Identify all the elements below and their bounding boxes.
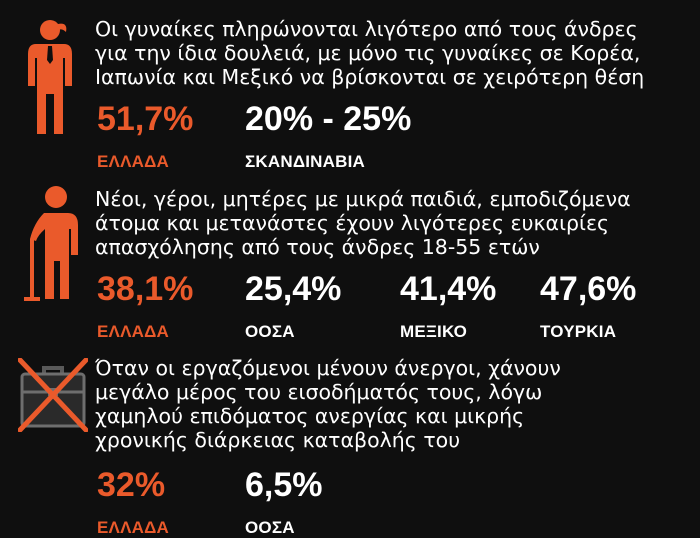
crossed-out-briefcase-icon: [18, 358, 88, 432]
elderly-person-with-cane-icon: [24, 186, 78, 301]
stat-value: 38,1%: [97, 270, 194, 308]
headline-line: Όταν οι εργαζόμενοι μένουν άνεργοι, χάνο…: [95, 356, 561, 380]
stat-label: ΕΛΛΑΔΑ: [97, 322, 169, 341]
section-headline: Οι γυναίκες πληρώνονται λιγότερο από του…: [95, 17, 695, 89]
stat-value: 25,4%: [245, 270, 342, 308]
stat-label: ΕΛΛΑΔΑ: [97, 152, 169, 171]
section-headline: Νέοι, γέροι, μητέρες με μικρά παιδιά, εμ…: [95, 187, 695, 259]
stat-label: ΕΛΛΑΔΑ: [97, 518, 169, 537]
headline-line: απασχόλησης από τους άνδρες 18-55 ετών: [95, 235, 540, 259]
headline-line: Ιαπωνία και Μεξικό να βρίσκονται σε χειρ…: [95, 65, 645, 89]
stat-label: ΟΟΣΑ: [245, 322, 295, 341]
headline-line: χρονικής διάρκειας καταβολής του: [95, 428, 461, 452]
stat-mexico: 41,4% ΜΕΞΙΚΟ: [400, 270, 496, 342]
stat-value: 20% - 25%: [245, 100, 412, 138]
stat-label: ΤΟΥΡΚΙΑ: [540, 322, 617, 341]
section-gender-pay-gap: Οι γυναίκες πληρώνονται λιγότερο από του…: [0, 0, 700, 180]
stat-oecd: 6,5% ΟΟΣΑ: [245, 466, 323, 538]
stat-label: ΣΚΑΝΔΙΝΑΒΙΑ: [245, 152, 366, 171]
stat-oecd: 25,4% ΟΟΣΑ: [245, 270, 341, 342]
stat-greece: 32% ΕΛΛΑΔΑ: [97, 466, 169, 538]
stat-scandinavia: 20% - 25% ΣΚΑΝΔΙΝΑΒΙΑ: [245, 100, 411, 172]
stat-turkey: 47,6% ΤΟΥΡΚΙΑ: [540, 270, 636, 342]
stat-value: 47,6%: [540, 270, 637, 308]
stat-label: ΜΕΞΙΚΟ: [400, 322, 468, 341]
headline-line: μεγάλο μέρος του εισοδήματός τους, λόγω: [95, 380, 543, 404]
section-headline: Όταν οι εργαζόμενοι μένουν άνεργοι, χάνο…: [95, 356, 695, 452]
stat-greece: 38,1% ΕΛΛΑΔΑ: [97, 270, 193, 342]
headline-line: για την ίδια δουλειά, με μόνο τις γυναίκ…: [95, 41, 641, 65]
stat-label: ΟΟΣΑ: [245, 518, 295, 537]
headline-line: χαμηλού επιδόματος ανεργίας και μικρής: [95, 404, 525, 428]
headline-line: Οι γυναίκες πληρώνονται λιγότερο από του…: [95, 17, 638, 41]
headline-line: άτομα και μετανάστες έχουν λιγότερες ευκ…: [95, 211, 610, 235]
headline-line: Νέοι, γέροι, μητέρες με μικρά παιδιά, εμ…: [95, 187, 631, 211]
stat-value: 6,5%: [245, 466, 323, 504]
woman-icon: [28, 20, 72, 134]
section-unemployment-income: Όταν οι εργαζόμενοι μένουν άνεργοι, χάνο…: [0, 350, 700, 537]
section-employment-opportunities: Νέοι, γέροι, μητέρες με μικρά παιδιά, εμ…: [0, 180, 700, 350]
stat-value: 41,4%: [400, 270, 497, 308]
stat-value: 32%: [97, 466, 166, 504]
stat-greece: 51,7% ΕΛΛΑΔΑ: [97, 100, 193, 172]
stat-value: 51,7%: [97, 100, 194, 138]
